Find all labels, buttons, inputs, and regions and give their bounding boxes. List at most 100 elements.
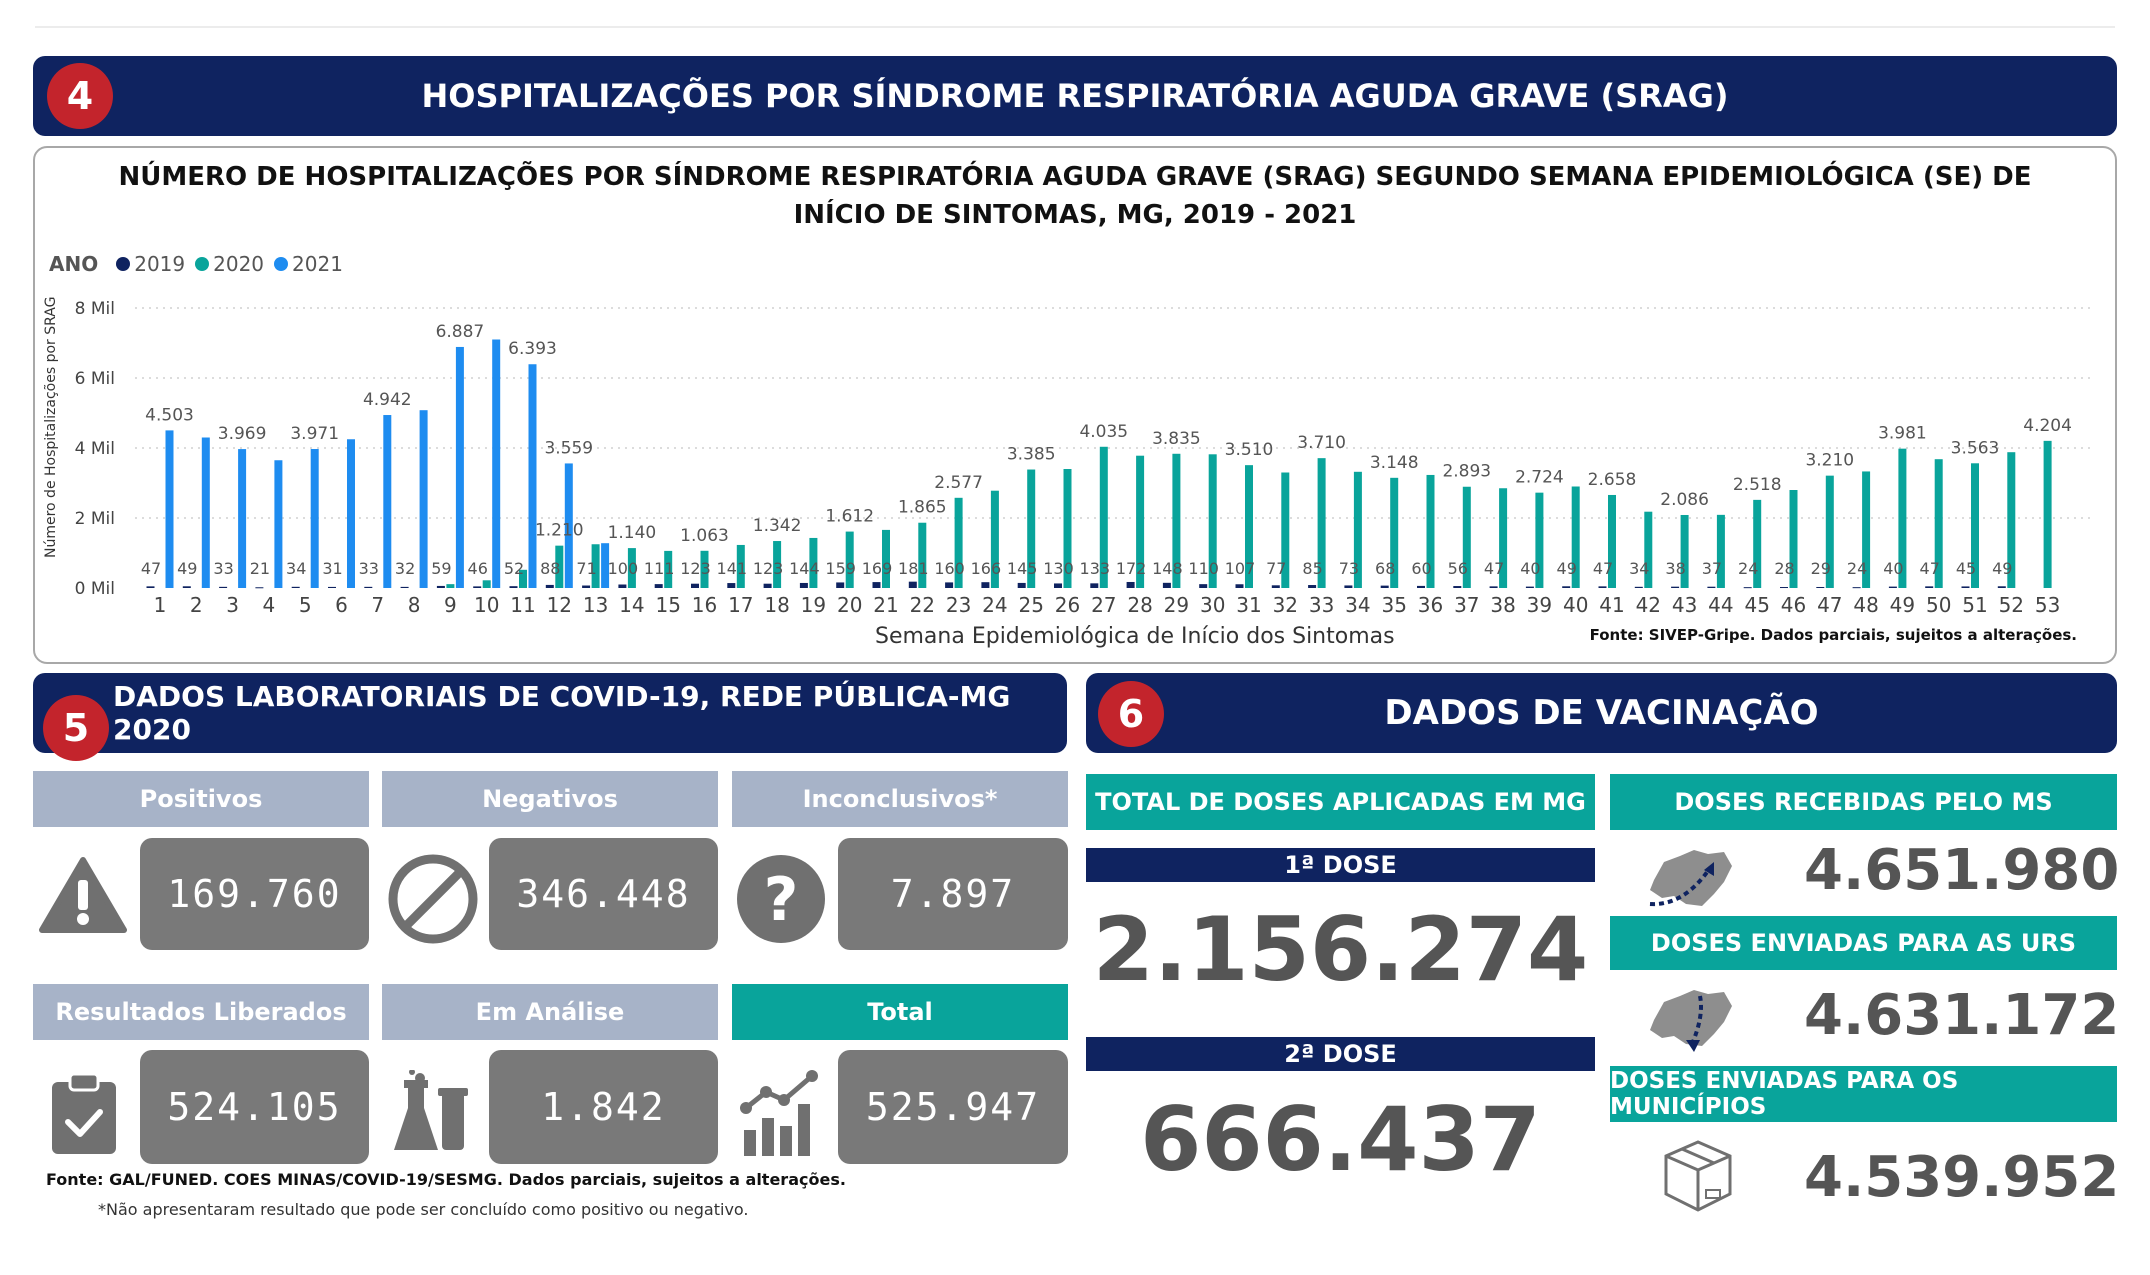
bar-2019-week-21 [872,582,881,588]
legend-label-2020: 2020 [213,252,265,276]
data-label-2021: 4.942 [363,390,412,410]
bar-2020-week-25 [1027,469,1036,588]
data-label-2020: 2.086 [1660,490,1709,510]
data-label-2019: 46 [468,559,488,578]
bar-2019-week-43 [1671,586,1680,588]
municipios-header: DOSES ENVIADAS PARA OS MUNICÍPIOS [1610,1066,2117,1122]
lab-footnote: *Não apresentaram resultado que pode ser… [98,1200,749,1219]
bar-2021-week-11 [528,364,537,588]
bar-2020-week-23 [954,497,963,588]
bar-2020-week-9 [446,584,455,588]
y-tick-label: 2 Mil [75,509,115,529]
bar-2020-week-49 [1898,448,1907,588]
section6-number-badge: 6 [1098,681,1164,747]
bar-2019-week-22 [908,581,917,588]
data-label-2020: 1.865 [898,498,947,518]
x-tick-label: 2 [190,593,203,617]
bar-2019-week-4 [255,587,264,589]
bar-2019-week-18 [763,583,772,588]
x-tick-label: 23 [946,593,971,617]
x-tick-label: 11 [510,593,535,617]
inconclusivos-value: 7.897 [838,838,1068,950]
bar-2020-week-15 [664,550,673,588]
bar-2020-week-44 [1716,514,1725,588]
data-label-2019: 38 [1665,559,1685,578]
data-label-2019: 107 [1225,559,1256,578]
x-tick-label: 39 [1527,593,1552,617]
data-label-2019: 123 [753,559,784,578]
total-header: Total [732,984,1068,1040]
data-label-2019: 73 [1339,559,1359,578]
bar-2019-week-28 [1126,581,1135,588]
bar-2019-week-37 [1453,586,1462,588]
bar-2019-week-16 [691,583,699,588]
data-label-2020: 3.210 [1805,451,1854,471]
em-analise-header: Em Análise [382,984,718,1040]
data-label-2019: 47 [1920,559,1940,578]
x-tick-label: 47 [1817,593,1842,617]
map-arrow-icon [1649,850,1732,907]
bar-2020-week-18 [773,541,782,588]
x-tick-label: 7 [371,593,384,617]
bar-2019-week-45 [1743,587,1752,589]
bar-2020-week-47 [1825,475,1834,588]
data-label-2019: 34 [1629,559,1649,578]
section6-title: DADOS DE VACINAÇÃO [1384,693,1819,733]
data-label-2019: 169 [862,559,893,578]
bar-2020-week-45 [1753,499,1762,588]
bar-2019-week-36 [1417,585,1425,588]
bar-2019-week-6 [328,586,336,588]
bar-2019-week-2 [182,586,191,588]
bar-2021-week-12 [564,463,573,588]
data-label-2019: 40 [1883,559,1903,578]
bar-2020-week-52 [2007,452,2016,588]
srag-chart-panel: NÚMERO DE HOSPITALIZAÇÕES POR SÍNDROME R… [33,146,2117,664]
x-tick-label: 49 [1890,593,1915,617]
bar-2019-week-20 [836,582,845,588]
x-tick-label: 16 [692,593,717,617]
x-tick-label: 15 [655,593,680,617]
dose2-header: 2ª DOSE [1086,1037,1595,1071]
bar-2020-week-40 [1571,486,1580,588]
data-label-2019: 45 [1956,559,1976,578]
bar-2020-week-19 [809,537,818,588]
x-tick-label: 17 [728,593,753,617]
data-label-2019: 29 [1811,559,1831,578]
data-label-2021: 6.393 [508,339,557,359]
bar-2019-week-19 [799,582,808,588]
dose2-value: 666.437 [1140,1088,1541,1191]
data-label-2019: 60 [1411,559,1431,578]
x-tick-label: 25 [1018,593,1043,617]
data-label-2019: 123 [680,559,711,578]
bar-2019-week-23 [945,582,954,588]
data-label-2019: 59 [431,559,451,578]
negativos-header: Negativos [382,771,718,827]
bar-2020-week-14 [627,548,636,588]
bar-2020-week-21 [882,529,890,588]
bar-2020-week-37 [1462,486,1471,588]
lab-flask-icon [394,1070,468,1150]
legend-entry-2020[interactable]: 2020 [191,252,264,276]
bar-2021-week-10 [492,339,501,588]
bar-2020-week-22 [918,522,927,588]
urs-header: DOSES ENVIADAS PARA AS URS [1610,916,2117,970]
received-header: DOSES RECEBIDAS PELO MS [1610,774,2117,830]
data-label-2020: 2.577 [934,473,983,493]
bar-2020-week-41 [1608,494,1616,588]
data-label-2020: 2.724 [1515,468,1564,488]
legend-entry-2019[interactable]: 2019 [112,252,185,276]
data-label-2019: 40 [1520,559,1540,578]
y-tick-label: 0 Mil [75,579,115,599]
section4-number-badge: 4 [47,63,113,129]
data-label-2019: 28 [1774,559,1794,578]
data-label-2020: 3.710 [1297,433,1346,453]
data-label-2019: 49 [177,559,197,578]
bar-2021-week-7 [383,415,392,588]
bar-2019-week-11 [509,586,518,588]
data-label-2020: 3.385 [1007,445,1056,465]
data-label-2019: 33 [213,559,233,578]
bar-2020-week-32 [1281,472,1290,588]
x-tick-label: 41 [1599,593,1624,617]
legend-entry-2021[interactable]: 2021 [270,252,343,276]
bar-2019-week-50 [1925,586,1934,588]
